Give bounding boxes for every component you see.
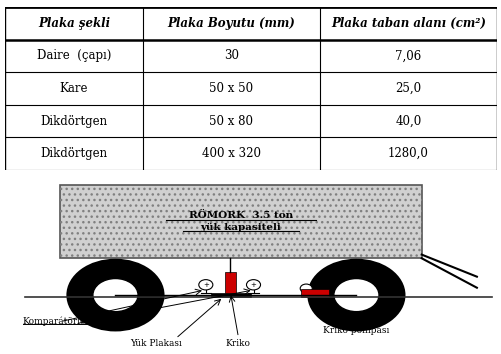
Text: 50 x 80: 50 x 80 [209, 115, 253, 127]
Bar [210, 292, 250, 297]
Text: Dikdörtgen: Dikdörtgen [40, 115, 107, 127]
Circle shape [68, 260, 163, 330]
Text: Plaka Boyutu (mm): Plaka Boyutu (mm) [167, 17, 295, 30]
Bar [60, 185, 421, 258]
Text: 7,06: 7,06 [394, 50, 421, 62]
Text: Plaka taban alanı (cm²): Plaka taban alanı (cm²) [330, 17, 485, 30]
Text: +: + [250, 282, 256, 288]
Text: Dikdörtgen: Dikdörtgen [40, 147, 107, 160]
Text: Yük Plakası: Yük Plakası [129, 339, 181, 348]
Circle shape [198, 280, 212, 290]
Bar [301, 289, 328, 297]
Text: +: + [202, 282, 208, 288]
Bar [224, 272, 235, 292]
Text: 40,0: 40,0 [394, 115, 421, 127]
Circle shape [308, 260, 403, 330]
Circle shape [93, 279, 138, 312]
Text: Kare: Kare [60, 82, 88, 95]
Text: yük kapasiteli: yük kapasiteli [200, 222, 281, 232]
Text: Kriko pompası: Kriko pompası [323, 326, 389, 335]
Text: 25,0: 25,0 [395, 82, 421, 95]
Text: Komparátörler: Komparátörler [23, 317, 90, 326]
Text: Kriko: Kriko [225, 339, 250, 348]
Bar [60, 185, 421, 258]
Text: 30: 30 [223, 50, 238, 62]
Circle shape [333, 279, 378, 312]
Text: 50 x 50: 50 x 50 [209, 82, 253, 95]
Text: Plaka şekli: Plaka şekli [38, 17, 110, 30]
Circle shape [300, 284, 312, 293]
Text: 400 x 320: 400 x 320 [201, 147, 261, 160]
Text: RÖMORK  3.5 ton: RÖMORK 3.5 ton [188, 211, 293, 221]
Text: 1280,0: 1280,0 [387, 147, 428, 160]
Text: Daire  (çapı): Daire (çapı) [37, 50, 111, 62]
Circle shape [246, 280, 260, 290]
